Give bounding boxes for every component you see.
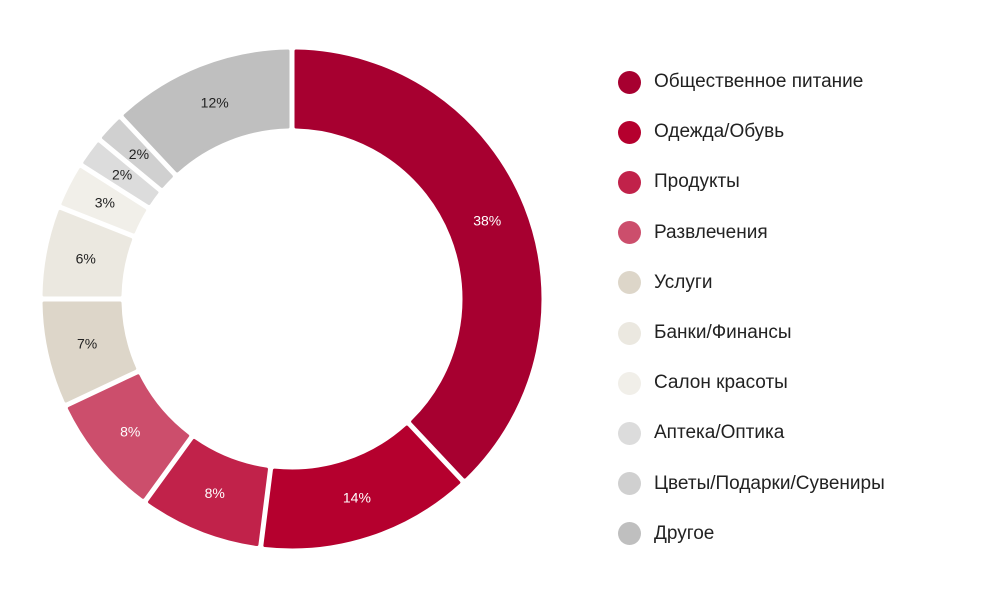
chart-legend: Общественное питание Одежда/Обувь Продукты… <box>618 57 988 559</box>
slice-value-label-9: 2% <box>129 146 149 162</box>
legend-marker-icon <box>618 120 641 144</box>
donut-slice-9 <box>101 119 173 188</box>
donut-slice-5 <box>42 301 137 403</box>
legend-item-9: Цветы/Подарки/Сувениры <box>618 459 988 509</box>
legend-item-1: Общественное питание <box>618 57 988 107</box>
donut-slice-2 <box>263 425 461 549</box>
legend-marker-icon <box>618 271 641 295</box>
legend-label: Развлечения <box>654 221 768 243</box>
legend-label: Банки/Финансы <box>654 322 792 344</box>
legend-label: Цветы/Подарки/Сувениры <box>654 472 885 494</box>
slice-value-label-3: 8% <box>205 485 225 501</box>
slice-value-label-1: 38% <box>473 212 501 228</box>
legend-marker-icon <box>618 321 641 345</box>
donut-slice-4 <box>67 374 190 499</box>
legend-marker-icon <box>618 472 641 496</box>
legend-label: Одежда/Обувь <box>654 121 785 143</box>
legend-marker-icon <box>618 70 641 94</box>
legend-label: Общественное питание <box>654 71 864 93</box>
legend-label: Салон красоты <box>654 372 788 394</box>
donut-slice-1 <box>294 49 542 479</box>
donut-chart: 38% 14% 8% 8% 7% 6% 3% 2% 2% 12% <box>42 49 542 549</box>
slice-value-label-4: 8% <box>120 424 140 440</box>
legend-item-7: Салон красоты <box>618 358 988 408</box>
slice-value-label-8: 2% <box>112 166 132 182</box>
legend-item-2: Одежда/Обувь <box>618 107 988 157</box>
legend-marker-icon <box>618 522 641 546</box>
legend-item-5: Услуги <box>618 258 988 308</box>
legend-item-8: Аптека/Оптика <box>618 408 988 458</box>
slice-value-label-7: 3% <box>95 194 115 210</box>
legend-item-4: Развлечения <box>618 208 988 258</box>
legend-label: Аптека/Оптика <box>654 422 785 444</box>
legend-marker-icon <box>618 421 641 445</box>
slice-value-label-2: 14% <box>343 489 371 505</box>
slice-value-label-6: 6% <box>76 250 96 266</box>
legend-item-6: Банки/Финансы <box>618 308 988 358</box>
slice-value-label-10: 12% <box>201 94 229 110</box>
donut-slice-8 <box>83 142 159 205</box>
legend-item-10: Другое <box>618 509 988 559</box>
legend-label: Услуги <box>654 271 713 293</box>
legend-marker-icon <box>618 170 641 194</box>
legend-marker-icon <box>618 221 641 245</box>
donut-slice-10 <box>123 49 290 173</box>
legend-label: Продукты <box>654 171 740 193</box>
donut-slice-3 <box>147 438 268 547</box>
donut-slice-6 <box>42 209 133 297</box>
slice-value-label-5: 7% <box>77 336 97 352</box>
legend-label: Другое <box>654 522 715 544</box>
donut-slice-7 <box>61 168 147 234</box>
legend-item-3: Продукты <box>618 157 988 207</box>
legend-marker-icon <box>618 371 641 395</box>
